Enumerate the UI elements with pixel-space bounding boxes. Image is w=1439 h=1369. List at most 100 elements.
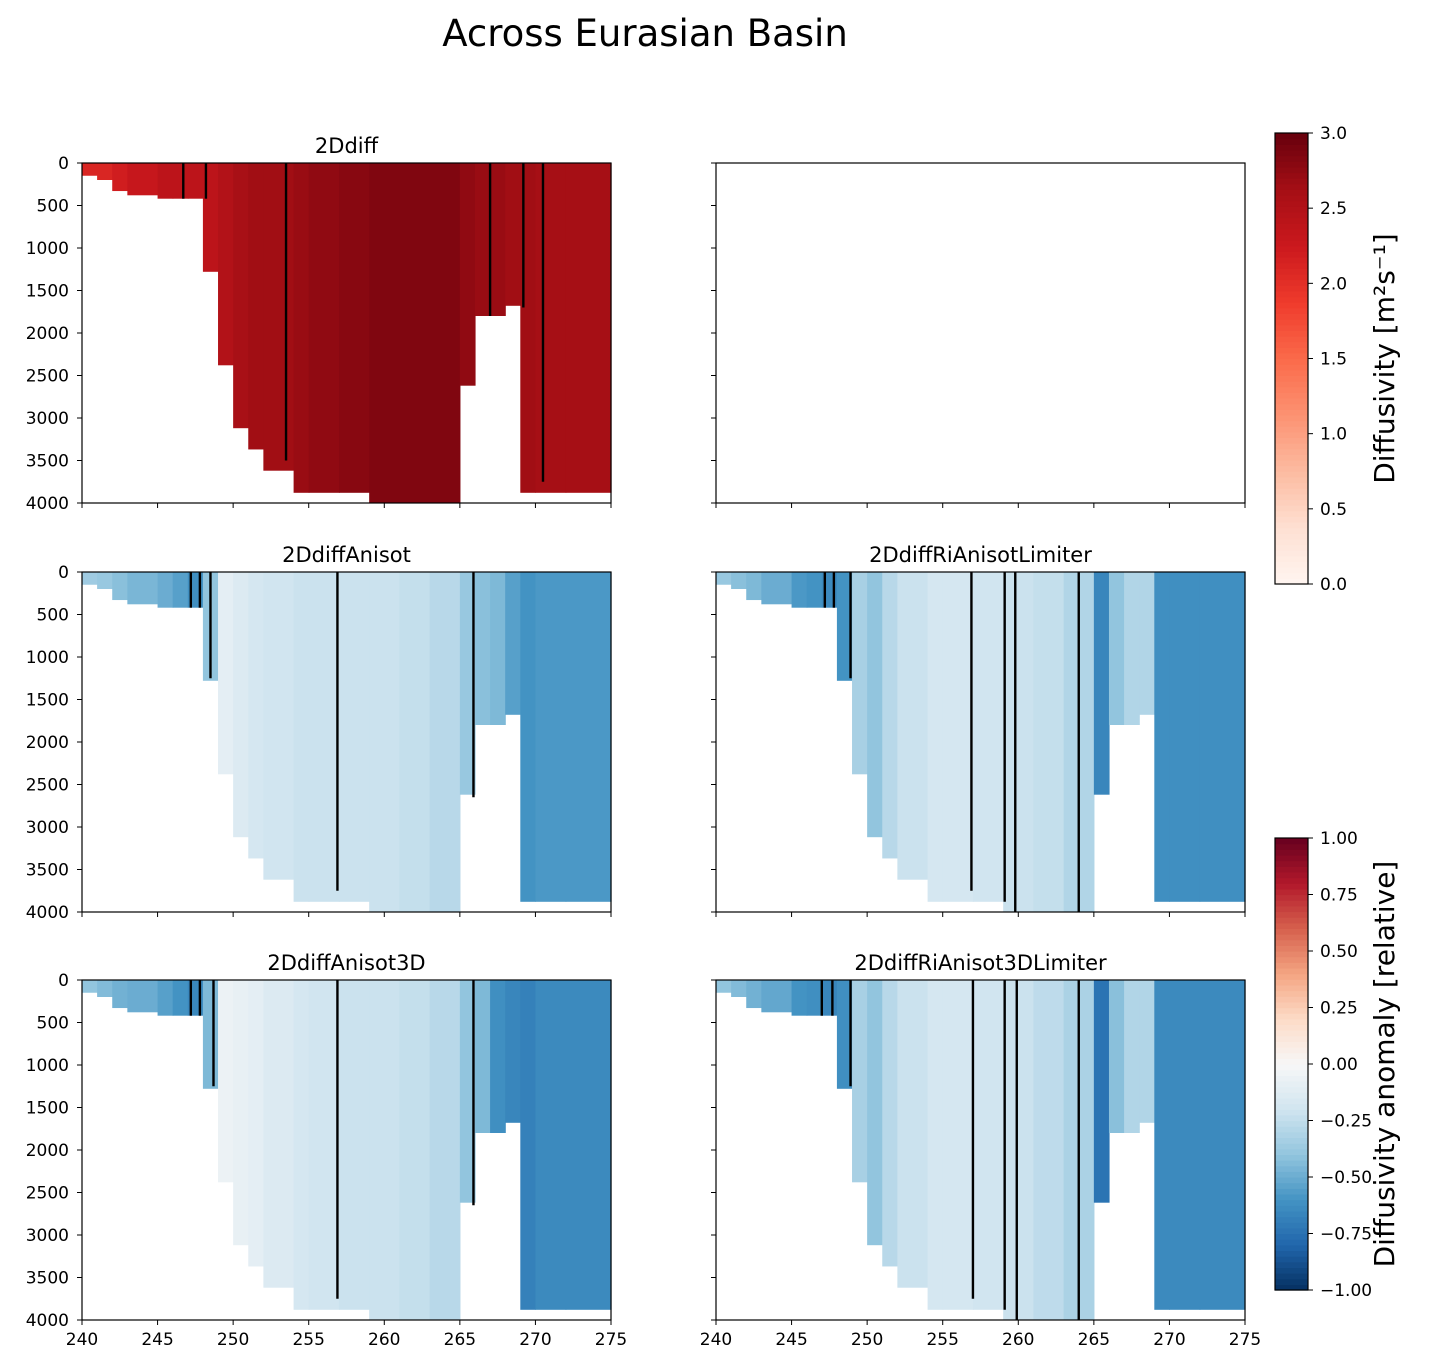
data-cell — [927, 980, 944, 1310]
data-cell — [112, 980, 128, 1009]
colorbar-band — [1275, 296, 1308, 303]
y-tick-label: 1500 — [26, 691, 69, 711]
colorbar-band — [1275, 426, 1308, 433]
data-cell — [761, 980, 793, 1013]
data-cell — [806, 572, 823, 608]
data-cell — [248, 163, 264, 450]
colorbar-band — [1275, 1165, 1308, 1172]
colorbar-band — [1275, 211, 1308, 219]
colorbar-band — [1275, 1256, 1308, 1263]
colorbar-band — [1275, 279, 1308, 286]
y-tick-label: 2500 — [26, 776, 69, 796]
data-cell — [1169, 572, 1201, 902]
colorbar-band — [1275, 381, 1308, 388]
colorbar-band — [1275, 437, 1308, 444]
panel-2ddiffanisot3d: 2DdiffAnisot3D 0 500 1000 1500 2000 2500 3000 35… — [26, 951, 627, 1350]
y-tick-label: 1500 — [26, 1099, 69, 1119]
colorbar-band — [1275, 319, 1308, 326]
y-tick-label: 2000 — [26, 324, 69, 344]
y-tick-label: 4000 — [26, 903, 69, 923]
colorbar-band — [1275, 1210, 1308, 1218]
x-tick-label: 275 — [1229, 1330, 1261, 1350]
colorbar-band — [1275, 166, 1308, 174]
colorbar-band — [1275, 409, 1308, 416]
data-cell — [97, 163, 113, 180]
data-cell — [157, 980, 174, 1016]
colorbar-band — [1275, 454, 1308, 461]
colorbar-band — [1275, 347, 1308, 354]
colorbar-band — [1275, 369, 1308, 377]
colorbar-band — [1275, 849, 1308, 856]
data-cell — [369, 572, 400, 912]
data-cell — [218, 980, 234, 1183]
colorbar-band — [1275, 397, 1308, 405]
colorbar-band — [1275, 1199, 1308, 1206]
colorbar-band — [1275, 324, 1308, 331]
colorbar-tick-label: 0.0 — [1320, 575, 1347, 595]
colorbar-band — [1275, 459, 1308, 467]
data-cell — [293, 163, 310, 493]
data-cell — [399, 163, 431, 503]
colorbar-band — [1275, 578, 1308, 585]
colorbar-band — [1275, 911, 1308, 918]
colorbar-band — [1275, 290, 1308, 298]
colorbar-band — [1275, 888, 1308, 896]
colorbar-band — [1275, 133, 1308, 140]
colorbar-band — [1275, 228, 1308, 236]
colorbar-band — [1275, 956, 1308, 963]
figure-title: Across Eurasian Basin — [442, 12, 848, 55]
panel-title: 2DdiffAnisot3D — [267, 951, 425, 975]
colorbar-band — [1275, 262, 1308, 269]
data-cell — [127, 163, 159, 196]
data-cell — [520, 980, 537, 1310]
colorbar-band — [1275, 240, 1308, 247]
data-cell — [1124, 980, 1140, 1133]
data-cell — [867, 572, 883, 838]
y-tick-label: 3000 — [26, 1226, 69, 1246]
data-cell — [97, 980, 113, 997]
data-cell — [852, 980, 868, 1183]
colorbar-band — [1275, 505, 1308, 512]
colorbar-band — [1275, 1001, 1308, 1009]
colorbars: 0.0 0.5 1.0 1.5 2.0 2.5 3.0 Diffusivity [m²s⁻¹]… — [1274, 124, 1401, 1301]
colorbar-1: 0.0 0.5 1.0 1.5 2.0 2.5 3.0 Diffusivity [m²s⁻¹] — [1274, 124, 1401, 595]
data-cell — [565, 572, 612, 902]
x-tick-label: 270 — [519, 1330, 551, 1350]
y-tick-label: 0 — [58, 971, 69, 991]
data-cell — [1003, 980, 1034, 1320]
data-cell — [942, 572, 974, 902]
panel-2ddiff: 2Ddiff 0 500 1000 1500 2000 2500 3000 3500 4000 — [26, 134, 612, 514]
colorbar-band — [1275, 550, 1308, 557]
colorbar-band — [1275, 335, 1308, 343]
data-cell — [505, 980, 521, 1123]
colorbar-band — [1275, 352, 1308, 360]
data-cell — [459, 572, 476, 795]
colorbar-band — [1275, 1205, 1308, 1212]
data-cell — [112, 572, 128, 601]
colorbar-band — [1275, 149, 1308, 157]
data-cell — [806, 980, 823, 1016]
data-cell — [716, 980, 732, 993]
data-cell — [172, 163, 189, 199]
y-tick-label: 1000 — [26, 648, 69, 668]
data-cell — [746, 980, 762, 1009]
colorbar-band — [1275, 1154, 1308, 1161]
colorbar-band — [1275, 1182, 1308, 1189]
colorbar-band — [1275, 1177, 1308, 1184]
data-cell — [716, 572, 732, 585]
colorbar-band — [1275, 533, 1308, 540]
y-tick-label: 1000 — [26, 1056, 69, 1076]
data-cell — [520, 572, 537, 902]
colorbar-band — [1275, 572, 1308, 579]
colorbar-band — [1275, 1047, 1308, 1054]
y-tick-label: 2500 — [26, 1184, 69, 1204]
x-tick-label: 250 — [851, 1330, 883, 1350]
colorbar-band — [1275, 838, 1308, 845]
colorbar-band — [1275, 1075, 1308, 1082]
data-cell — [97, 572, 113, 589]
data-cell — [535, 163, 567, 493]
colorbar-band — [1275, 1097, 1308, 1105]
data-cell — [505, 572, 521, 715]
colorbar-band — [1275, 1143, 1308, 1150]
